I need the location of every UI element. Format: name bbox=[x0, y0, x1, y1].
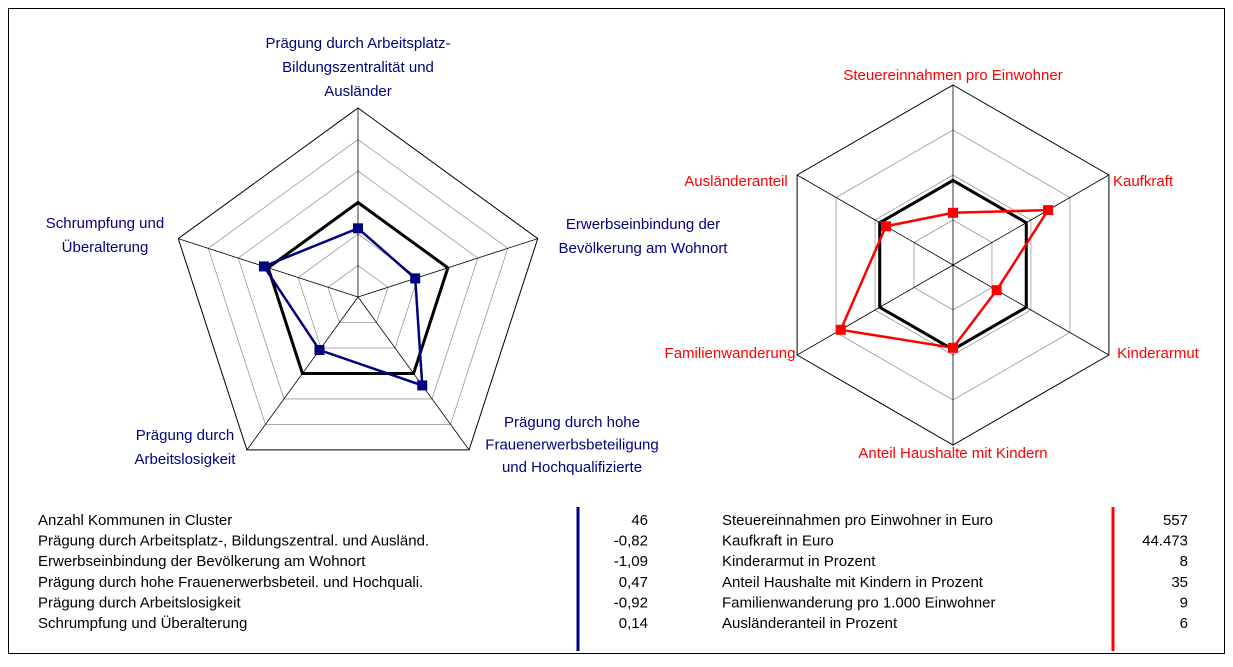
grid-ring bbox=[237, 170, 479, 400]
row-label: Steuereinnahmen pro Einwohner in Euro bbox=[722, 512, 993, 529]
grid-ring bbox=[207, 139, 509, 425]
marker bbox=[314, 345, 325, 356]
axis-label: Familienwanderung bbox=[665, 345, 796, 362]
axis-label: Ausländer bbox=[324, 83, 392, 100]
marker bbox=[417, 380, 428, 391]
spoke bbox=[796, 174, 954, 266]
frame bbox=[8, 8, 1225, 654]
axis-label: Prägung durch Arbeitsplatz- bbox=[265, 35, 450, 52]
marker bbox=[835, 324, 846, 335]
axis-label: Schrumpfung und bbox=[46, 215, 164, 232]
row-label: Erwerbseinbindung der Bevölkerung am Woh… bbox=[38, 553, 366, 570]
row-value: 35 bbox=[1171, 574, 1188, 591]
row-value: -1,09 bbox=[614, 553, 648, 570]
row-label: Kaufkraft in Euro bbox=[722, 533, 834, 550]
axis-label: Frauenerwerbsbeteiligung bbox=[485, 436, 658, 453]
grid-ring bbox=[177, 107, 539, 451]
axis-label: und Hochqualifizierte bbox=[502, 459, 642, 476]
marker bbox=[258, 261, 269, 272]
row-label: Familienwanderung pro 1.000 Einwohner bbox=[722, 594, 996, 611]
axis-label: Bildungszentralität und bbox=[282, 59, 434, 76]
row-label: Prägung durch hohe Frauenerwerbsbeteil. … bbox=[38, 574, 423, 591]
axis-label: Bevölkerung am Wohnort bbox=[559, 240, 729, 257]
axis-label: Prägung durch bbox=[136, 427, 234, 444]
row-label: Prägung durch Arbeitslosigkeit bbox=[38, 594, 241, 611]
marker bbox=[991, 285, 1002, 296]
marker bbox=[1043, 205, 1054, 216]
row-label: Prägung durch Arbeitsplatz-, Bildungszen… bbox=[38, 533, 429, 550]
row-label: Ausländeranteil in Prozent bbox=[722, 615, 898, 632]
series-line bbox=[266, 200, 450, 375]
axis-label: Anteil Haushalte mit Kindern bbox=[858, 445, 1047, 462]
marker bbox=[948, 342, 958, 353]
axis-label: Erwerbseinbindung der bbox=[566, 216, 720, 233]
marker bbox=[880, 221, 891, 232]
row-value: -0,82 bbox=[614, 533, 648, 550]
spoke bbox=[952, 174, 1110, 266]
row-value: 46 bbox=[631, 512, 648, 529]
grid-ring bbox=[327, 265, 389, 323]
axis-label: Arbeitslosigkeit bbox=[135, 451, 237, 468]
axis-label: Kaufkraft bbox=[1113, 173, 1174, 190]
marker bbox=[353, 223, 363, 234]
series-line bbox=[262, 226, 424, 388]
row-value: 557 bbox=[1163, 512, 1188, 529]
row-value: -0,92 bbox=[614, 594, 648, 611]
grid-ring bbox=[297, 233, 419, 349]
spoke bbox=[796, 264, 954, 356]
row-value: 9 bbox=[1180, 594, 1188, 611]
row-label: Anteil Haushalte mit Kindern in Prozent bbox=[722, 574, 984, 591]
spoke bbox=[952, 264, 1110, 356]
axis-label: Prägung durch hohe bbox=[504, 414, 640, 431]
axis-label: Ausländeranteil bbox=[684, 173, 787, 190]
marker bbox=[410, 273, 421, 284]
row-value: 0,47 bbox=[619, 574, 648, 591]
marker bbox=[948, 207, 958, 218]
axis-label: Kinderarmut bbox=[1117, 345, 1200, 362]
row-value: 8 bbox=[1180, 553, 1188, 570]
axis-label: Steuereinnahmen pro Einwohner bbox=[843, 67, 1062, 84]
row-label: Schrumpfung und Überalterung bbox=[38, 614, 247, 632]
row-value: 6 bbox=[1180, 615, 1188, 632]
axis-label: Überalterung bbox=[62, 238, 149, 256]
row-value: 0,14 bbox=[619, 615, 648, 632]
row-value: 44.473 bbox=[1142, 533, 1188, 550]
row-label: Anzahl Kommunen in Cluster bbox=[38, 512, 232, 529]
row-label: Kinderarmut in Prozent bbox=[722, 553, 876, 570]
